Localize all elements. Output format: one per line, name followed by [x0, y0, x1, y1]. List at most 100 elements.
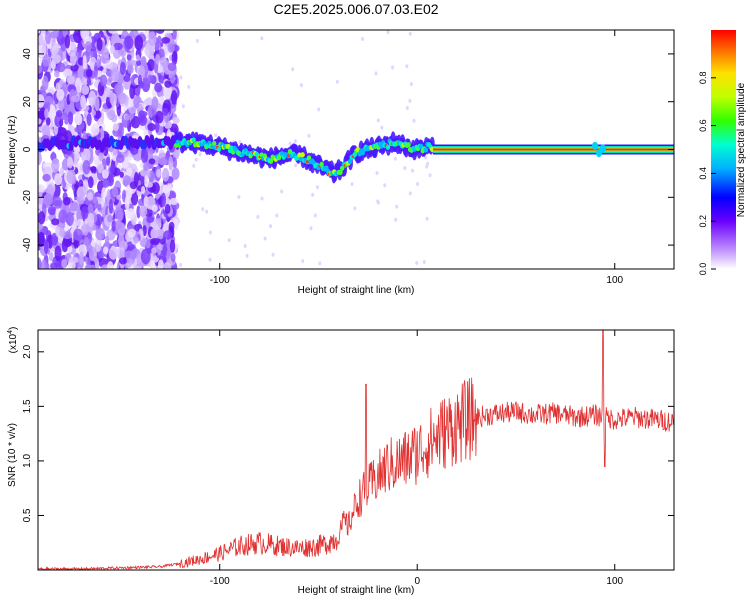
noise-blob [67, 75, 75, 85]
noise-blob [75, 77, 82, 93]
noise-blob [140, 63, 145, 78]
snr-line [38, 330, 674, 570]
noise-blob [313, 213, 317, 218]
noise-blob [405, 64, 409, 69]
noise-blob [64, 117, 69, 125]
noise-blob [105, 156, 111, 166]
noise-blob [87, 212, 95, 228]
colorbar-gradient [711, 30, 736, 269]
noise-blob [162, 108, 169, 117]
noise-blob [317, 107, 321, 112]
x-tick-label: 100 [606, 275, 623, 286]
snr-x-ticks: -100 0 100 [210, 330, 624, 587]
noise-blob [45, 30, 52, 45]
noise-blob [67, 245, 73, 253]
noise-blob [198, 152, 202, 157]
noise-blob [102, 169, 109, 179]
noise-blob [81, 206, 89, 220]
noise-blob [318, 261, 322, 266]
snr-frame [37, 329, 675, 571]
noise-blob [155, 217, 162, 225]
noise-blob [187, 84, 191, 89]
noise-blob [102, 179, 110, 188]
noise-blob [125, 208, 136, 220]
noise-blob [111, 220, 117, 232]
noise-blob [94, 110, 102, 119]
x-tick-label: 0 [414, 576, 420, 587]
noise-blob [115, 220, 122, 230]
noise-blob [111, 67, 120, 83]
noise-blob [41, 259, 47, 269]
noise-blob [139, 205, 148, 218]
noise-blob [97, 163, 104, 174]
noise-blob [164, 80, 172, 88]
noise-blob [291, 67, 295, 72]
noise-blob [54, 70, 60, 78]
noise-blob [412, 118, 416, 123]
noise-blob [92, 196, 98, 204]
noise-blob [208, 230, 212, 235]
noise-blob [62, 68, 73, 78]
noise-blob [167, 62, 177, 72]
noise-blob [134, 35, 144, 51]
x-tick-label: -100 [210, 576, 230, 587]
noise-blob [129, 181, 138, 190]
y-tick-label: 0.5 [22, 508, 33, 522]
noise-blob [110, 163, 115, 174]
noise-blob [108, 198, 114, 214]
noise-blob [91, 109, 97, 117]
noise-blob [59, 227, 65, 238]
noise-blob [102, 246, 109, 255]
noise-blob [192, 163, 196, 168]
noise-blob [64, 34, 71, 49]
noise-blob [41, 124, 51, 139]
noise-blob [260, 36, 264, 41]
noise-blob [350, 182, 354, 187]
noise-blob [38, 94, 45, 108]
colorbar-tick-label: 0.0 [698, 263, 708, 276]
noise-blob [415, 261, 419, 266]
noise-blob [181, 104, 185, 109]
snr-y-ticks: 0.5 1.0 1.5 2.0 [22, 344, 674, 522]
noise-blob [132, 236, 139, 244]
noise-blob [149, 260, 156, 269]
ridge-core [338, 169, 343, 175]
noise-blob [376, 118, 380, 123]
noise-blob [85, 68, 93, 78]
noise-blob [374, 71, 378, 76]
colorbar-label: Normalized spectral amplitude [736, 82, 747, 217]
ridge-core [339, 165, 345, 171]
noise-blob [179, 75, 183, 80]
ridge-core [191, 137, 196, 143]
noise-blob [411, 168, 415, 173]
noise-blob [138, 114, 147, 126]
noise-blob [123, 75, 131, 82]
noise-blob [360, 37, 364, 42]
noise-blob [74, 113, 83, 126]
noise-blob [43, 193, 53, 206]
noise-blob [391, 65, 395, 70]
noise-blob [112, 48, 121, 59]
noise-blob [157, 259, 164, 269]
ridge-core [418, 143, 424, 149]
noise-blob [179, 262, 183, 267]
noise-blob [169, 197, 178, 205]
noise-blob [163, 230, 173, 240]
noise-blob [205, 209, 209, 214]
noise-blob [119, 257, 127, 265]
noise-blob [81, 85, 90, 95]
noise-blob [416, 182, 420, 187]
noise-blob [38, 231, 45, 248]
noise-blob [57, 62, 66, 73]
snr-multiplier-close: ) [8, 327, 19, 330]
noise-blob [116, 210, 124, 222]
noise-blob [81, 76, 89, 86]
noise-blob [393, 156, 397, 161]
noise-blob [38, 257, 42, 269]
noise-blob [394, 217, 398, 222]
noise-blob [227, 238, 231, 243]
noise-blob [124, 195, 130, 211]
noise-blob [140, 148, 149, 164]
noise-blob [280, 189, 284, 194]
